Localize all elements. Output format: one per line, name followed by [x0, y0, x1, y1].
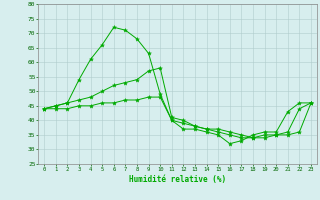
X-axis label: Humidité relative (%): Humidité relative (%) [129, 175, 226, 184]
